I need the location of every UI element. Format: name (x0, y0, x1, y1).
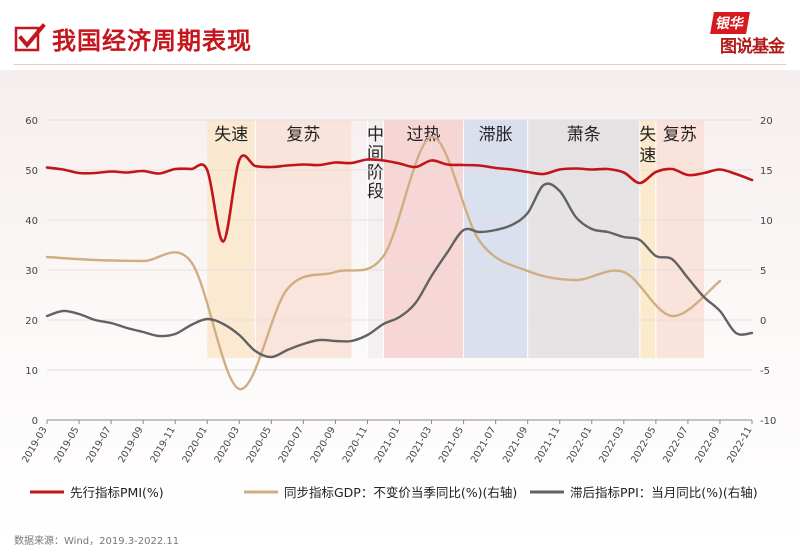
x-tick-label: 2021-07 (469, 425, 498, 465)
y-right-tick-label: 20 (760, 116, 773, 127)
checkmark-icon (14, 23, 46, 52)
x-tick-label: 2019-07 (84, 425, 113, 465)
header: 我国经济周期表现 银华 图说基金 (0, 0, 800, 78)
phase-band (207, 120, 256, 358)
x-tick-label: 2021-03 (405, 425, 434, 465)
y-left-tick-label: 60 (25, 116, 38, 127)
phase-band (255, 120, 352, 358)
ppi-series-line (45, 182, 754, 359)
x-tick-label: 2020-07 (277, 425, 306, 465)
phase-band (639, 120, 656, 358)
legend-item-gdp-label: 同步指标GDP：不变价当季同比(%)(右轴) (284, 485, 517, 500)
x-tick-label: 2019-11 (148, 425, 177, 465)
phase-label: 复苏 (663, 125, 697, 145)
phase-band (655, 120, 704, 358)
x-tick-label: 2022-07 (661, 425, 690, 465)
logo-bottom-text: 图说基金 (720, 37, 785, 57)
x-tick-label: 2021-09 (501, 425, 530, 465)
x-tick-label: 2019-05 (52, 425, 81, 465)
phase-label: 中间阶段 (367, 125, 384, 202)
phase-label: 滞胀 (479, 125, 513, 145)
x-tick-label: 2022-03 (597, 425, 626, 465)
x-tick-label: 2021-01 (373, 425, 402, 465)
x-tick-label: 2020-05 (245, 425, 274, 465)
x-tick-label: 2022-11 (725, 425, 754, 465)
header-divider (14, 64, 786, 65)
phase-label: 过热 (407, 125, 441, 145)
phase-label: 萧条 (567, 125, 601, 145)
x-tick-label: 2021-05 (437, 425, 466, 465)
legend-item-pmi-label: 先行指标PMI(%) (70, 485, 164, 500)
x-tick-label: 2020-01 (180, 425, 209, 465)
y-left-tick-label: 20 (25, 316, 38, 327)
y-left-tick-label: 10 (25, 366, 38, 377)
y-right-tick-label: 15 (760, 166, 773, 177)
x-tick-label: 2022-05 (629, 425, 658, 465)
y-left-tick-label: 30 (25, 266, 38, 277)
y-right-tick-label: -10 (760, 416, 776, 427)
phase-label: 复苏 (286, 125, 320, 145)
y-left-tick-label: 50 (25, 166, 38, 177)
phase-label: 失速 (639, 125, 656, 166)
x-tick-label: 2022-01 (565, 425, 594, 465)
x-tick-label: 2020-11 (341, 425, 370, 465)
phase-band (383, 120, 464, 358)
y-right-tick-label: -5 (760, 366, 770, 377)
y-left-tick-label: 0 (32, 416, 38, 427)
page-title: 我国经济周期表现 (52, 27, 252, 55)
y-right-tick-label: 0 (760, 316, 766, 327)
gdp-series-line (45, 135, 722, 391)
x-tick-label: 2022-09 (693, 425, 722, 465)
x-tick-label: 2020-09 (309, 425, 338, 465)
x-tick-label: 2021-11 (533, 425, 562, 465)
x-tick-label: 2019-09 (116, 425, 145, 465)
data-source: 数据来源：Wind，2019.3-2022.11 (14, 536, 180, 547)
brand-logo: 银华 图说基金 (692, 12, 788, 62)
legend-item-ppi-label: 滞后指标PPI：当月同比(%)(右轴) (570, 485, 758, 500)
y-left-tick-label: 40 (25, 216, 38, 227)
x-tick-label: 2019-03 (20, 425, 49, 465)
phase-band (463, 120, 528, 358)
phase-band (367, 120, 384, 358)
y-right-tick-label: 5 (760, 266, 766, 277)
phase-label: 失速 (214, 125, 248, 145)
phase-band (527, 120, 640, 358)
y-right-tick-label: 10 (760, 216, 773, 227)
x-tick-label: 2020-03 (212, 425, 241, 465)
pmi-series-line (45, 154, 754, 243)
